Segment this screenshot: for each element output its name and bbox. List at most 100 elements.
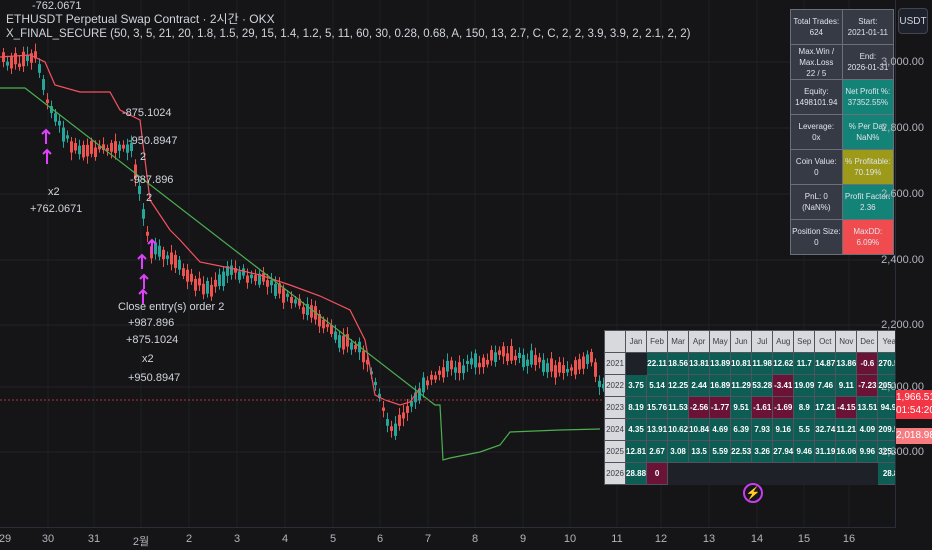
trade-label: x2 (48, 186, 60, 198)
trade-label: -987.896 (130, 174, 174, 186)
time-label: 31 (87, 533, 101, 545)
month-cell: -3.41 (772, 374, 795, 397)
year-row: 2023 8.19 15.76 11.53 -2.56 -1.77 9.51 -1.61 -1.… (604, 396, 904, 419)
time-label: 4 (281, 533, 289, 545)
trade-markers (41, 128, 157, 304)
year-row: 2024 4.35 13.91 10.62 10.84 4.69 6.39 7.93 9.16 5… (604, 418, 904, 441)
time-label: 2 (185, 533, 193, 545)
month-cell: 13.91 (646, 418, 669, 441)
year-label: 2025 (604, 440, 626, 463)
month-cell: 13.51 (856, 396, 879, 419)
year-row: 2026 28.88 0 28.8 (604, 462, 904, 485)
trade-label: +875.1024 (126, 334, 179, 346)
time-label: 29 (0, 533, 12, 545)
trade-label: 2 (140, 151, 147, 163)
month-cell (688, 462, 711, 485)
month-cell: 10.81 (730, 352, 753, 375)
month-header: Mar (667, 330, 690, 353)
month-cell (814, 462, 837, 485)
year-row: 2025 12.81 2.67 3.08 13.5 5.59 22.53 3.26 27.94 9… (604, 440, 904, 463)
stat-profit-factor: Profit Factor: 2.36 (841, 184, 895, 220)
time-axis[interactable]: 29 30 31 2월 2 3 4 5 6 7 8 9 10 11 12 13 14 15 16 (0, 527, 896, 550)
month-cell: 5.14 (646, 374, 669, 397)
month-cell: 0 (646, 462, 669, 485)
trailing-stop-line (0, 54, 421, 406)
month-cell (730, 462, 753, 485)
month-cell: 11.21 (835, 418, 858, 441)
price-axis[interactable]: USDT 3,000.00 2,800.00 2,600.00 2,400.00… (881, 0, 932, 550)
time-label: 11 (611, 533, 623, 545)
month-cell: 19.09 (793, 374, 816, 397)
time-label: 5 (329, 533, 337, 545)
trade-label: +762.0671 (30, 203, 83, 215)
month-cell: 15.76 (646, 396, 669, 419)
stat-equity: Equity: 1498101.94 (790, 79, 843, 115)
price-label: 2,600.00 (881, 188, 924, 200)
month-cell: 12.25 (667, 374, 690, 397)
month-cell: 13.86 (835, 352, 858, 375)
month-cell: 28.88 (624, 462, 648, 485)
stat-leverage: Leverage: 0x (790, 114, 843, 150)
time-label: 15 (797, 533, 811, 545)
year-label: 2026 (604, 462, 626, 485)
year-label: 2024 (604, 418, 626, 441)
month-cell: 16.06 (835, 440, 858, 463)
month-cell: 8.19 (624, 396, 648, 419)
currency-button[interactable]: USDT (898, 8, 928, 34)
month-cell: 18.56 (667, 352, 690, 375)
time-label: 13 (702, 533, 716, 545)
month-cell: 9.11 (835, 374, 858, 397)
month-header: Nov (835, 330, 858, 353)
candles (2, 43, 621, 441)
price-tag-low: 2,018.98 (896, 428, 932, 444)
month-cell: 3.75 (624, 374, 648, 397)
stat-maxwin-maxloss: Max.Win / Max.Loss 22 / 5 (790, 44, 843, 80)
month-cell: 5.59 (709, 440, 732, 463)
year-row: 2021 22.11 18.56 13.81 13.89 10.81 11.98 12.62 1… (604, 352, 904, 375)
month-cell: 10.84 (688, 418, 711, 441)
time-label: 14 (750, 533, 764, 545)
month-cell: 14.87 (814, 352, 837, 375)
month-header (604, 330, 626, 353)
lightning-icon[interactable]: ⚡ (743, 483, 763, 503)
month-cell: 11.53 (667, 396, 690, 419)
month-header: Apr (688, 330, 711, 353)
month-cell: 3.26 (751, 440, 774, 463)
month-cell: 12.81 (624, 440, 648, 463)
monthly-returns-table: Jan Feb Mar Apr May Jun Jul Aug Sep Oct Nov Dec Year… (604, 330, 904, 485)
month-cell: 8.9 (793, 396, 816, 419)
month-cell: -1.69 (772, 396, 795, 419)
month-cell: 13.5 (688, 440, 711, 463)
year-row: 2022 3.75 5.14 12.25 2.44 16.89 11.29 53.28 -3.4… (604, 374, 904, 397)
month-cell: 9.96 (856, 440, 879, 463)
time-label: 10 (563, 533, 577, 545)
month-cell (709, 462, 732, 485)
month-cell: 13.89 (709, 352, 732, 375)
month-header: Sep (793, 330, 816, 353)
trade-label: +987.896 (128, 317, 175, 329)
stat-end: End: 2026-01-31 (841, 44, 895, 80)
indicator-legend[interactable]: X_FINAL_SECURE (50, 3, 5, 21, 20, 1.8, 1… (6, 28, 691, 40)
month-cell: 10.62 (667, 418, 690, 441)
year-label: 2021 (604, 352, 626, 375)
month-header: Jun (730, 330, 753, 353)
month-cell: -0.6 (856, 352, 879, 375)
month-cell (667, 462, 690, 485)
month-cell: 3.08 (667, 440, 690, 463)
month-cell: 22.53 (730, 440, 753, 463)
month-cell: 11.7 (793, 352, 816, 375)
month-cell (835, 462, 858, 485)
year-label: 2022 (604, 374, 626, 397)
month-cell: 2.44 (688, 374, 711, 397)
stat-position-size: Position Size: 0 (790, 219, 843, 255)
month-cell: 4.35 (624, 418, 648, 441)
month-cell: -7.23 (856, 374, 879, 397)
time-label: 16 (842, 533, 856, 545)
month-cell (751, 462, 774, 485)
month-cell: 17.21 (814, 396, 837, 419)
stat-coin-value: Coin Value: 0 (790, 149, 843, 185)
time-label: 3 (233, 533, 241, 545)
month-cell: 13.81 (688, 352, 711, 375)
month-cell: -1.77 (709, 396, 732, 419)
month-cell: -2.56 (688, 396, 711, 419)
